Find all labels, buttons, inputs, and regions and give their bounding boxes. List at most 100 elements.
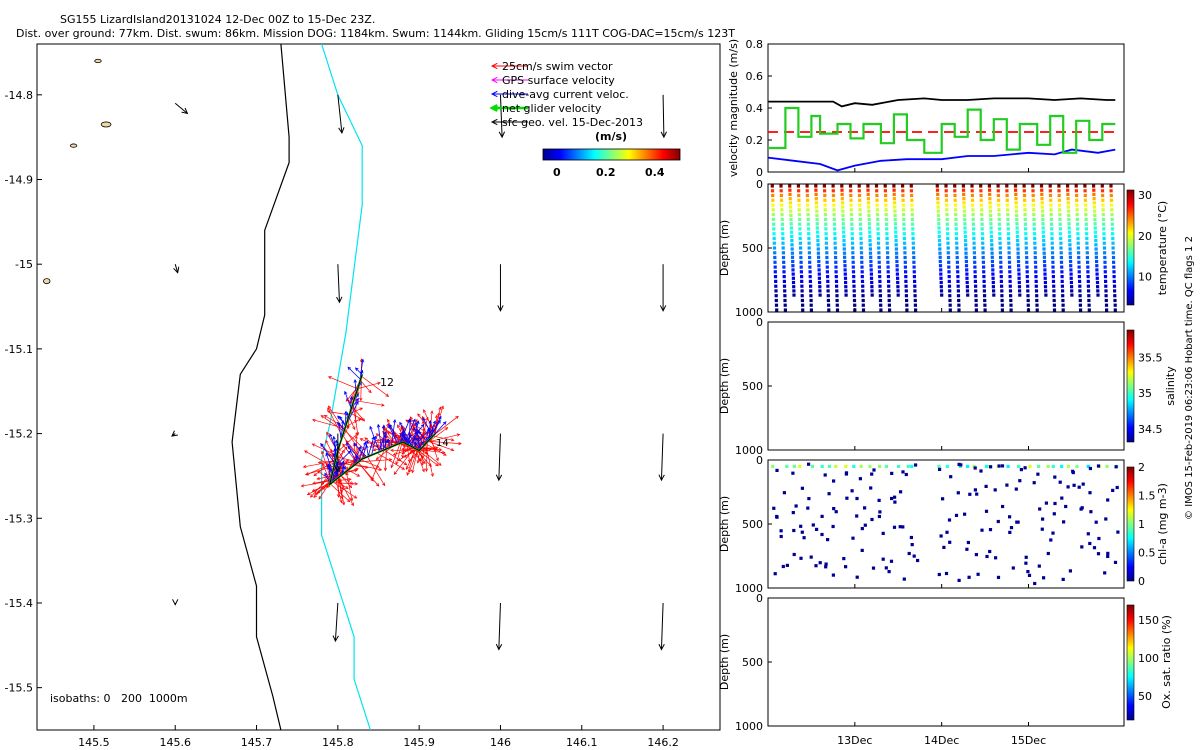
temperature-sample-point bbox=[817, 272, 821, 276]
temperature-sample-point bbox=[1013, 184, 1018, 188]
temperature-sample-point bbox=[1058, 208, 1062, 212]
temperature-sample-point bbox=[893, 218, 897, 222]
temperature-sample-point bbox=[1102, 246, 1107, 250]
temperature-sample-point bbox=[870, 293, 874, 297]
temperature-sample-point bbox=[997, 208, 1001, 212]
chlorophyll-sample-point bbox=[988, 528, 993, 532]
speed-colorbar-tick: 0.2 bbox=[596, 166, 616, 179]
temperature-sample-point bbox=[999, 260, 1003, 264]
temperature-sample-point bbox=[997, 203, 1001, 207]
temperature-sample-point bbox=[1066, 184, 1070, 188]
chlorophyll-sample-point bbox=[863, 506, 867, 510]
isobath-200m-line bbox=[231, 44, 290, 730]
temperature-sample-point bbox=[1094, 239, 1098, 243]
swim-vector-arrow bbox=[392, 447, 414, 456]
temperature-sample-point bbox=[844, 293, 848, 297]
temperature-sample-point bbox=[1017, 268, 1021, 272]
temperature-sample-point bbox=[1006, 208, 1010, 212]
temperature-sample-point bbox=[1050, 227, 1054, 231]
temperature-sample-point bbox=[1058, 213, 1062, 217]
chlorophyll-sample-point bbox=[1089, 510, 1093, 514]
colorbar-tick-label: 150 bbox=[1138, 614, 1159, 627]
temperature-sample-point bbox=[832, 203, 836, 207]
temperature-sample-point bbox=[799, 251, 803, 255]
temperature-sample-point bbox=[1112, 270, 1116, 274]
temperature-sample-point bbox=[816, 234, 820, 238]
temperature-sample-point bbox=[991, 285, 995, 289]
temperature-sample-point bbox=[1095, 280, 1100, 285]
temperature-sample-point bbox=[1085, 251, 1089, 255]
temperature-sample-point bbox=[971, 217, 975, 221]
temperature-sample-point bbox=[868, 251, 873, 255]
chlorophyll-sample-point bbox=[901, 470, 905, 474]
temperature-sample-point bbox=[842, 239, 846, 243]
chlorophyll-sample-point bbox=[1097, 536, 1101, 541]
temperature-sample-point bbox=[789, 222, 793, 226]
temperature-sample-point bbox=[884, 198, 888, 202]
chlorophyll-sample-point bbox=[984, 509, 989, 513]
chlorophyll-sample-point bbox=[975, 492, 979, 496]
temperature-sample-point bbox=[992, 289, 996, 293]
temperature-sample-point bbox=[831, 184, 835, 188]
chlorophyll-colorbar bbox=[1126, 466, 1135, 582]
island-shape bbox=[43, 278, 51, 285]
chlorophyll-sample-point bbox=[1106, 551, 1110, 555]
chlorophyll-sample-point bbox=[1096, 552, 1101, 556]
current-vector-arrow bbox=[411, 420, 420, 447]
temperature-sample-point bbox=[999, 265, 1003, 269]
chlorophyll-sample-point bbox=[890, 471, 894, 475]
temperature-sample-point bbox=[806, 222, 810, 226]
temperature-sample-point bbox=[1093, 226, 1097, 230]
temperature-sample-point bbox=[771, 198, 775, 202]
chlorophyll-sample-point bbox=[1066, 464, 1070, 468]
chlorophyll-sample-point bbox=[844, 565, 848, 569]
temperature-sample-point bbox=[1014, 209, 1019, 213]
temperature-sample-point bbox=[963, 234, 967, 238]
temperature-sample-point bbox=[980, 208, 984, 212]
temperature-sample-point bbox=[782, 265, 786, 269]
swim-vector-arrow bbox=[424, 442, 429, 472]
temperature-sample-point bbox=[883, 189, 887, 193]
temperature-sample-point bbox=[946, 236, 950, 241]
temperature-sample-point bbox=[823, 198, 827, 202]
oxygen-axes bbox=[767, 597, 1125, 727]
temperature-sample-point bbox=[896, 276, 900, 280]
geo-velocity-arrow bbox=[172, 599, 179, 606]
temperature-sample-point bbox=[808, 255, 812, 260]
temperature-sample-point bbox=[1066, 188, 1070, 192]
temperature-sample-point bbox=[1032, 227, 1036, 231]
temperature-sample-point bbox=[1000, 308, 1004, 312]
chlorophyll-sample-point bbox=[820, 514, 824, 518]
chlorophyll-sample-point bbox=[938, 467, 942, 471]
temperature-sample-point bbox=[1111, 236, 1115, 241]
temperature-sample-point bbox=[895, 264, 899, 268]
temperature-sample-point bbox=[903, 246, 907, 250]
temperature-sample-point bbox=[1085, 236, 1089, 241]
temperature-sample-point bbox=[1005, 189, 1009, 193]
temperature-sample-point bbox=[1061, 303, 1065, 307]
temperature-sample-point bbox=[948, 298, 952, 303]
temperature-sample-point bbox=[1023, 222, 1028, 226]
velocity-y-tick-label: 0 bbox=[756, 166, 763, 179]
temperature-sample-point bbox=[989, 230, 993, 234]
temperature-sample-point bbox=[1110, 203, 1114, 207]
temperature-sample-point bbox=[851, 251, 855, 255]
chlorophyll-sample-point bbox=[1106, 498, 1110, 502]
temperature-sample-point bbox=[876, 236, 880, 241]
temperature-sample-point bbox=[771, 213, 775, 217]
temperature-sample-point bbox=[953, 198, 957, 202]
day-tick-label: 15Dec bbox=[1011, 734, 1046, 747]
temperature-sample-point bbox=[809, 308, 813, 312]
temperature-sample-point bbox=[1022, 184, 1026, 188]
temperature-sample-point bbox=[947, 275, 951, 279]
temperature-sample-point bbox=[903, 251, 907, 255]
temperature-sample-point bbox=[1014, 205, 1018, 209]
map-y-tick-label: -15.1 bbox=[5, 343, 33, 356]
temperature-sample-point bbox=[1015, 218, 1019, 222]
temperature-sample-point bbox=[1017, 276, 1021, 280]
temperature-sample-point bbox=[945, 213, 949, 217]
temperature-sample-point bbox=[997, 222, 1001, 226]
temperature-sample-point bbox=[945, 208, 949, 212]
temperature-sample-point bbox=[1094, 243, 1098, 247]
